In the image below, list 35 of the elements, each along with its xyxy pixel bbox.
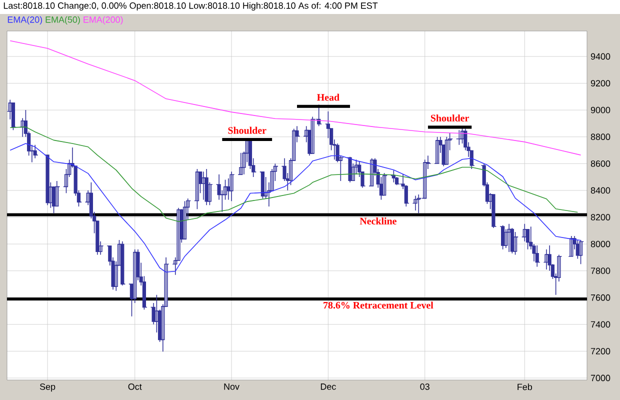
annotation: Head <box>317 94 340 101</box>
text: EMA(20) <box>8 16 42 25</box>
ref-line-label: 78.6% Retracement Level <box>324 302 434 309</box>
chart-title: Last:8018.10 Change:0, 0.00% Open:8018.10 Low:8018.10 High:8018.10 As of: 4:00 PM EST <box>4 2 378 11</box>
x-tick-label: Dec <box>320 384 336 390</box>
candlestick <box>578 240 583 265</box>
line-series <box>10 143 582 273</box>
y-tick-label: 7800 <box>590 268 610 274</box>
y-tick-label: 7000 <box>590 374 610 382</box>
y-tick-label: 7600 <box>590 294 610 301</box>
x-tick-label: 03 <box>420 384 430 390</box>
y-tick-label: 9200 <box>590 80 610 86</box>
y-tick-label: 8600 <box>590 160 610 167</box>
text: EMA(50) <box>46 16 80 25</box>
text: EMA(200) <box>84 16 123 25</box>
x-tick-label: Sep <box>40 384 56 392</box>
x-tick-label: Oct <box>128 384 142 390</box>
y-tick-label: 9000 <box>590 106 610 114</box>
y-tick-label: 8000 <box>590 240 610 248</box>
y-tick-label: 8800 <box>590 134 610 140</box>
x-tick-label: Nov <box>224 384 240 390</box>
x-tick-label: Feb <box>518 384 532 390</box>
annotation: Shoulder <box>228 126 266 134</box>
candlestick <box>543 248 550 270</box>
y-tick-label: 8200 <box>590 214 610 220</box>
y-tick-label: 8400 <box>590 187 610 194</box>
line-series <box>10 40 582 156</box>
candlestick <box>513 232 518 256</box>
y-tick-label: 7200 <box>590 348 610 354</box>
ref-line-label: Neckline <box>360 217 396 224</box>
annotation: Shoulder <box>430 114 469 122</box>
candlestick <box>412 195 419 211</box>
candlestick <box>534 244 540 268</box>
y-tick-label: 9400 <box>590 53 610 60</box>
y-tick-label: 7400 <box>590 321 610 328</box>
